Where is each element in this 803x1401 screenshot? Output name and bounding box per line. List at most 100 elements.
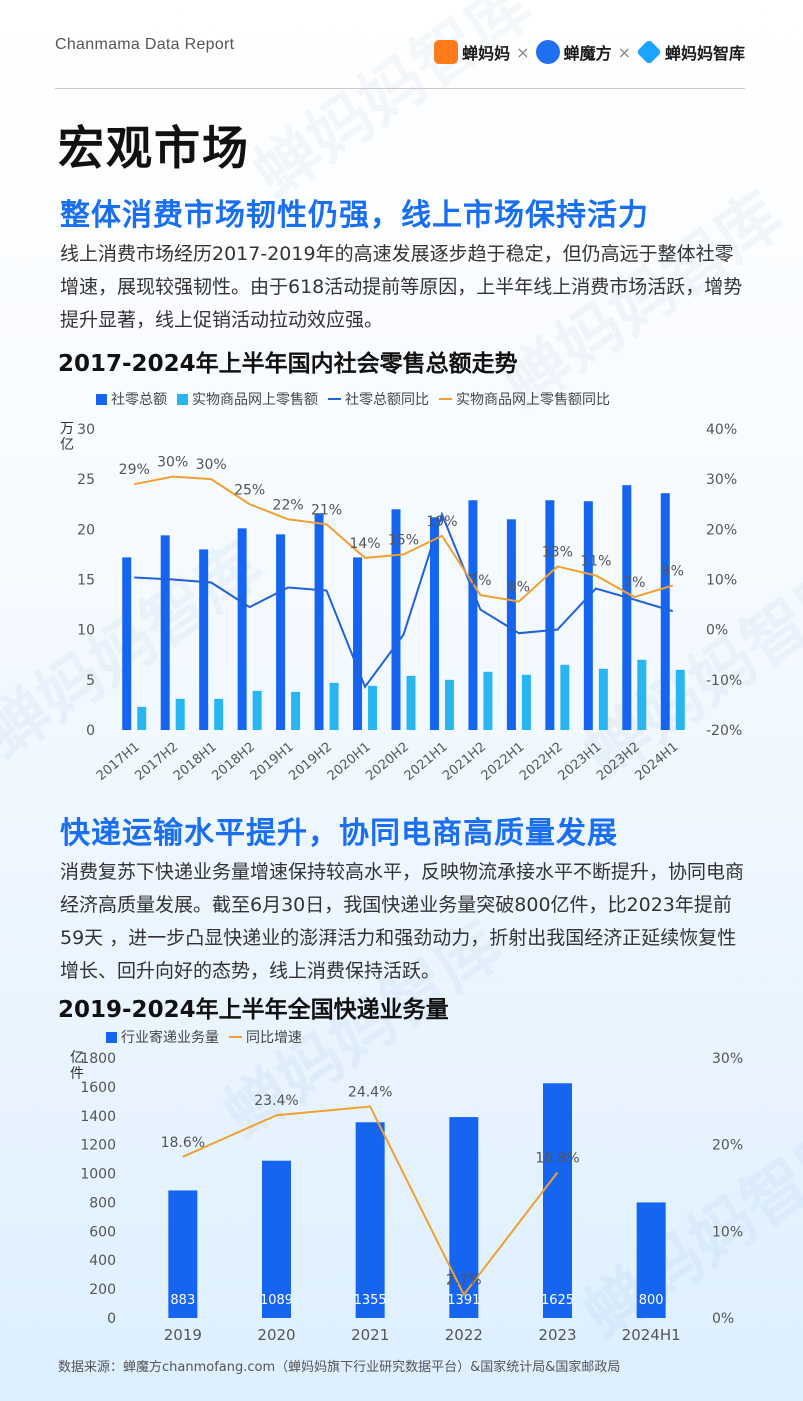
y-tick-label-left: 1400 [80,1109,116,1125]
bar [168,1190,198,1318]
series-line [182,1105,559,1297]
line-data-label: 2.7% [446,1273,482,1289]
line-data-label: 30% [157,455,188,471]
line-data-label: 24.4% [348,1085,392,1101]
chart-legend: 行业寄递业务量 同比增速 [106,1027,312,1047]
bar [506,519,516,730]
line-data-label: 21% [311,502,342,518]
bar [444,679,454,730]
logo-separator: × [516,42,530,62]
line-data-label: 30% [196,457,227,473]
line-data-label: 15% [388,532,419,548]
axis-unit-label: 万 [60,421,74,437]
axis-unit-label: 亿 [60,437,74,453]
partner-logos: 蝉妈妈 × 蝉魔方 × 蝉妈妈智库 [434,39,745,65]
x-tick-label: 2020 [257,1326,295,1344]
legend-label: 同比增速 [246,1030,302,1046]
y-tick-label-left: 0 [86,723,95,739]
x-tick-label: 2022 [445,1326,483,1344]
series-line [134,475,674,603]
legend-label: 实物商品网上零售额同比 [456,392,610,408]
bar [391,509,401,730]
legend-item: 实物商品网上零售额 [177,389,318,409]
y-tick-label-left: 400 [89,1253,116,1269]
legend-swatch [439,398,452,400]
bar [521,674,531,730]
section-paragraph: 消费复苏下快递业务量增速保持较高水平，反映物流承接水平不断提升，协同电商经济高质… [60,861,745,982]
bar [329,682,339,730]
line-data-label: 29% [119,462,150,478]
bar [636,1202,666,1318]
y-tick-label-right: 40% [706,422,737,438]
bar [429,517,439,730]
logo-label: 蝉妈妈 [462,44,511,63]
legend-swatch [229,1036,242,1038]
line-data-label: 9% [662,564,684,580]
y-tick-label-left: 0 [107,1311,116,1327]
line-data-label: 16.8% [535,1150,579,1166]
y-tick-label-right: 0% [712,1311,734,1327]
x-tick-label: 2023 [538,1326,576,1344]
y-tick-label-left: 200 [89,1282,116,1298]
series-line [134,511,674,689]
y-tick-label-left: 600 [89,1224,116,1240]
bar [214,698,224,730]
line-data-label: 19% [426,514,457,530]
legend-label: 社零总额同比 [345,392,429,408]
line-data-label: 7% [623,575,645,591]
legend-swatch [96,393,107,405]
bar [560,664,570,730]
bar [355,1122,385,1318]
bar [637,659,647,730]
express-volume-chart: 亿件 0 200 400 600 800 1000 1200 1400 1600 1800 0% 10%… [70,1050,743,1344]
y-tick-label-right: 20% [712,1138,743,1154]
y-tick-label-left: 25 [77,472,95,488]
line-data-label: 6% [508,580,530,596]
bar [353,557,363,730]
chanmofang-logo-icon [535,40,560,64]
y-tick-label-right: 0% [706,623,728,639]
watermark-text: 蝉妈妈智库 [241,0,546,213]
chanmama-logo-icon [434,40,459,64]
y-tick-label-left: 1200 [80,1138,116,1154]
data-source-note: 数据来源：蝉魔方chanmofang.com（蝉妈妈旗下行业研究数据平台）&国家… [58,1360,621,1375]
bar [545,500,555,730]
line-data-label: 13% [542,544,573,560]
line-data-label: 14% [349,536,380,552]
line-data-label: 25% [234,482,265,498]
y-tick-label-right: 30% [712,1051,743,1067]
y-tick-label-right: 10% [706,573,737,589]
bar-value-label: 883 [170,1293,195,1308]
bar-value-label: 1391 [447,1293,480,1308]
bar [122,557,132,730]
bar [368,685,378,730]
legend-swatch [106,1031,117,1043]
y-tick-label-right: -10% [706,673,742,689]
y-tick-label-left: 20 [77,522,95,538]
section-title: 整体消费市场韧性仍强，线上市场保持活力 [60,198,649,233]
logo-separator: × [617,42,631,62]
bar [483,671,493,730]
bar [598,668,608,730]
bar [583,501,593,730]
axis-unit-label: 件 [70,1066,84,1082]
bar-value-label: 1625 [541,1293,574,1308]
axis-unit-label: 亿 [70,1050,84,1066]
x-tick-label: 2021 [351,1326,389,1344]
bar [175,698,185,730]
brand-text: Chanmama Data Report [55,36,235,53]
bar [622,485,632,730]
section-paragraph: 线上消费市场经历2017-2019年的高速发展逐步趋于稳定，但仍高远于整体社零增… [60,243,743,331]
logo-label: 蝉妈妈智库 [664,44,745,63]
y-tick-label-left: 30 [77,422,95,438]
y-tick-label-right: 20% [706,522,737,538]
legend-swatch [328,398,341,400]
bar-value-label: 800 [639,1293,664,1308]
bar [406,675,416,730]
chart-title: 2019-2024年上半年全国快递业务量 [58,997,449,1023]
retail-sales-chart: 万亿 0 5 10 15 20 25 30 -20% -10% 0% 10% 20% 30% 40% 29% 3… [60,421,742,784]
logo-label: 蝉魔方 [563,44,612,63]
y-tick-label-left: 15 [77,573,95,589]
y-tick-label-left: 1600 [80,1080,116,1096]
bar [675,669,685,730]
